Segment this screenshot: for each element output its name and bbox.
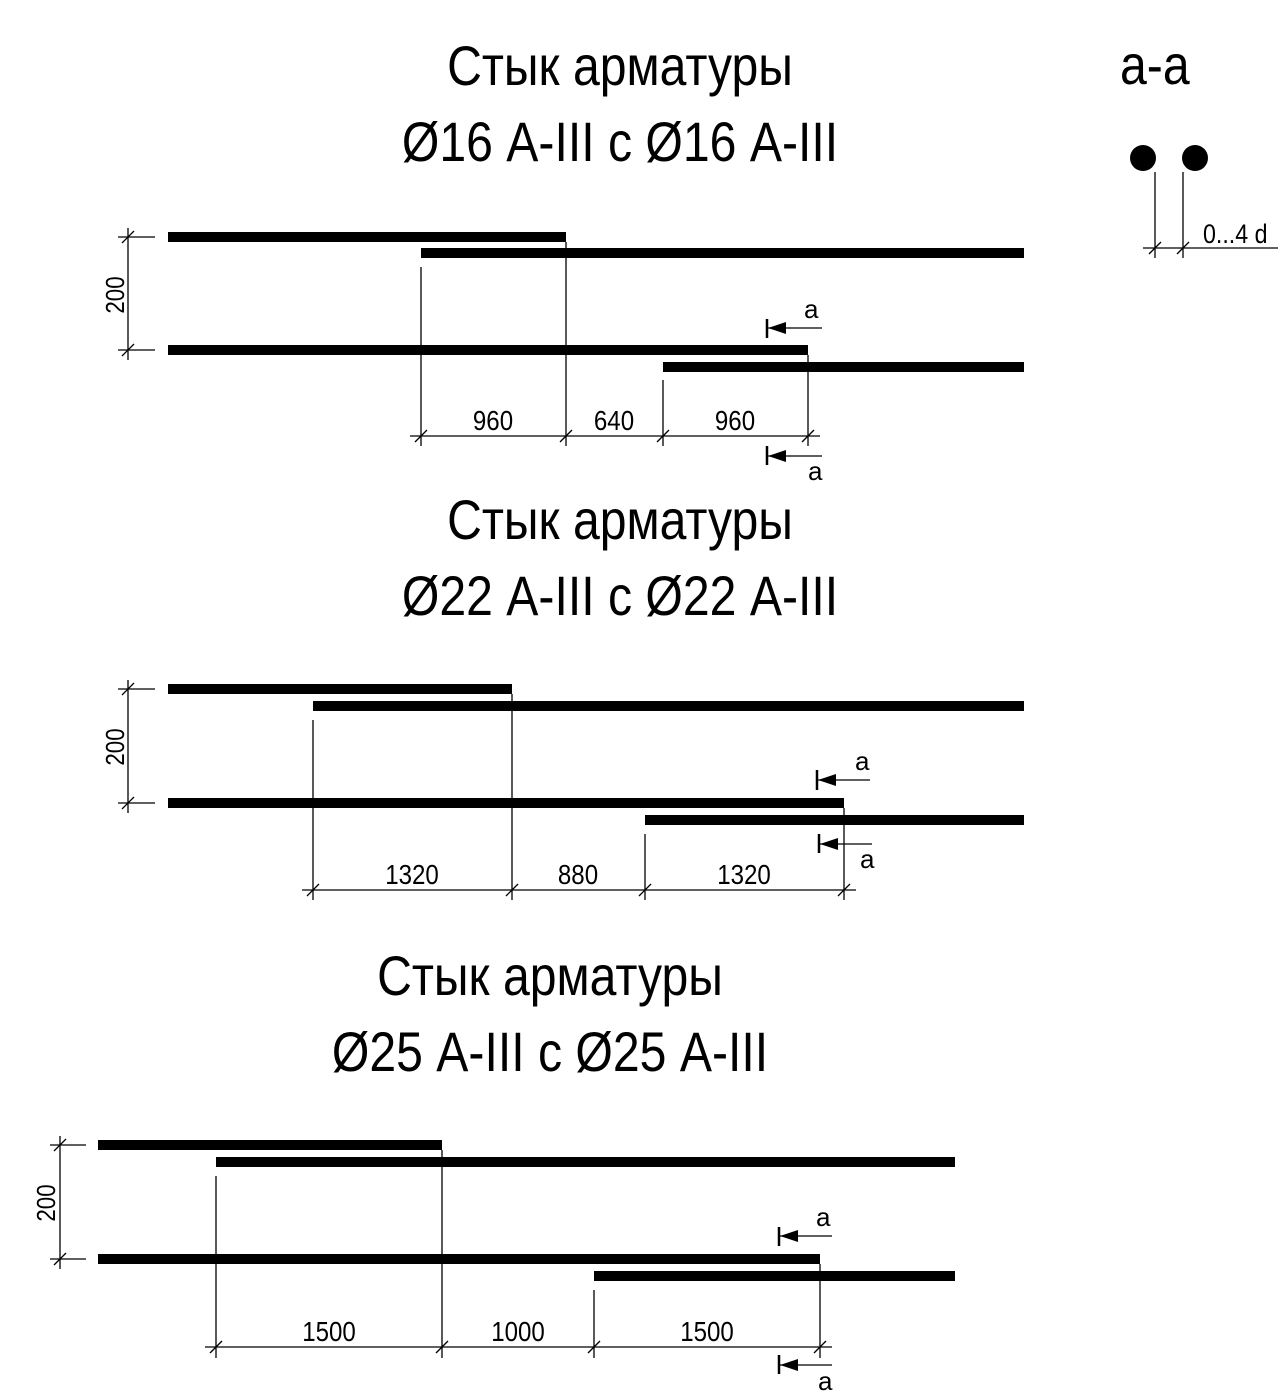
joint-2-title: Стык арматуры Ø22 А-III с Ø22 А-III [362,482,878,634]
joint-1-title-line2: Ø16 А-III с Ø16 А-III [401,110,839,173]
gap-label: 880 [558,858,598,890]
rebar-bar [421,248,1024,258]
dimension-lines [50,1136,832,1358]
dimension-lines [118,228,820,446]
rebar-bar [168,345,808,355]
rebar-bar [168,232,566,242]
section-marker-label: а [808,456,823,486]
section-dimension-label: 0...4 d [1203,219,1268,249]
section-marker: а [765,446,823,486]
section-marker-label: а [818,1366,833,1395]
joint-2-title-line1: Стык арматуры [447,488,793,551]
section-title: а-а [1120,33,1190,96]
section-marker-label: а [816,1202,831,1232]
section-marker: а [815,746,870,790]
joint-2-title-line2: Ø22 А-III с Ø22 А-III [401,564,839,627]
spacing-label: 200 [101,276,130,313]
joint-1-title-line1: Стык арматуры [447,34,793,97]
joint-2-drawing: 200 1320 880 1320 а а [101,680,1024,900]
joint-3-title-line1: Стык арматуры [377,944,723,1007]
section-marker: а [817,834,875,874]
gap-label: 640 [594,404,634,436]
section-marker-label: а [855,746,870,776]
joint-3-drawing: 200 1500 1000 1500 а а [32,1136,955,1395]
rebar-bar [168,798,844,808]
rebar-bar [663,362,1024,372]
section-marker: а [777,1355,833,1395]
lap-left-label: 1500 [302,1315,356,1347]
joint-1-title: Стык арматуры Ø16 А-III с Ø16 А-III [362,28,878,180]
lap-left-label: 1320 [385,858,439,890]
joint-3-title-line2: Ø25 А-III с Ø25 А-III [331,1020,769,1083]
joint-1-drawing: 200 960 640 960 а а [101,228,1024,486]
joint-3-title: Стык арматуры Ø25 А-III с Ø25 А-III [292,938,808,1090]
gap-label: 1000 [491,1315,545,1347]
dimension-lines [118,680,856,900]
rebar-section-circle [1130,145,1156,171]
section-marker-label: а [804,294,819,324]
section-marker: а [777,1202,832,1246]
rebar-section-circle [1182,145,1208,171]
section-marker-label: а [860,844,875,874]
rebar-bar [645,815,1024,825]
section-a-a-detail: 0...4 d [1130,145,1278,258]
section-marker: а [765,294,822,338]
rebar-bar [216,1157,955,1167]
rebar-bar [594,1271,955,1281]
rebar-bar [313,701,1024,711]
rebar-bar [98,1254,820,1264]
spacing-label: 200 [101,728,130,765]
rebar-bar [168,684,512,694]
spacing-label: 200 [32,1184,61,1221]
lap-right-label: 960 [715,404,755,436]
lap-right-label: 1500 [680,1315,734,1347]
lap-left-label: 960 [473,404,513,436]
rebar-bar [98,1140,442,1150]
lap-right-label: 1320 [717,858,771,890]
